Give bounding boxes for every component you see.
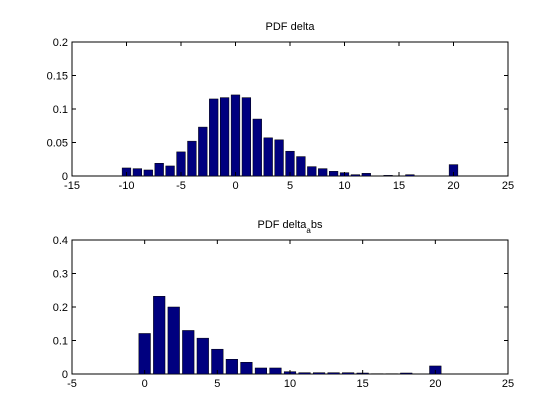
bar-top-x-4 (188, 141, 197, 176)
bar-top-x8 (318, 169, 327, 176)
bar-top-x-9 (133, 169, 142, 176)
bar-top-x6 (297, 157, 306, 176)
bar-top-x4 (275, 140, 284, 176)
subplot-bottom: PDF deltaabs -5 0 5 10 15 20 25 00.10.20.30.4 (53, 219, 514, 390)
bar-top-x-2 (209, 99, 218, 176)
y-tick-label-bottom: 0 (62, 369, 68, 381)
bar-top-x-8 (144, 170, 153, 176)
x-tick-label-bottom: 5 (214, 378, 220, 390)
y-tick-label-top: 0.15 (47, 71, 68, 83)
x-tick-label-top: 15 (393, 180, 405, 192)
subplot-top-title-main: PDF delta (266, 21, 316, 33)
subplot-bottom-axes-box (72, 240, 508, 374)
x-tick-label-bottom: 20 (429, 378, 441, 390)
subplot-bottom-title-main: PDF delta (258, 219, 308, 231)
bar-bottom-x4 (197, 338, 209, 374)
y-tick-label-bottom: 0.1 (53, 336, 68, 348)
bar-top-x14 (384, 175, 393, 176)
y-tick-label-bottom: 0.4 (53, 235, 68, 247)
bar-top-x3 (264, 138, 273, 176)
bar-top-x9 (329, 171, 338, 176)
y-tick-label-top: 0.2 (53, 37, 68, 49)
bar-top-x11 (351, 175, 360, 176)
bar-bottom-x2 (168, 307, 180, 374)
bar-bottom-x1 (153, 296, 165, 374)
x-tick-label-top: 10 (338, 180, 350, 192)
bar-bottom-x6 (226, 359, 238, 374)
bar-top-x16 (406, 175, 415, 176)
bar-bottom-x7 (241, 362, 253, 374)
x-tick-label-top: 20 (447, 180, 459, 192)
x-tick-label-top: -10 (119, 180, 135, 192)
bar-top-x-3 (198, 127, 207, 176)
x-tick-label-bottom: 10 (284, 378, 296, 390)
bar-bottom-x14 (342, 373, 354, 374)
subplot-top: PDF delta -15 -10 -5 0 5 10 15 20 25 00.050.10.1… (47, 21, 515, 192)
subplot-top-title: PDF delta (266, 21, 316, 33)
bar-top-x-7 (155, 163, 164, 176)
x-tick-label-bottom: 25 (502, 378, 514, 390)
x-tick-label-top: -5 (176, 180, 186, 192)
bar-top-x-1 (220, 98, 229, 176)
y-tick-label-bottom: 0.2 (53, 302, 68, 314)
x-tick-label-top: 25 (502, 180, 514, 192)
bar-bottom-x11 (299, 373, 311, 374)
x-tick-label-top: 0 (232, 180, 238, 192)
x-tick-label-top: 5 (287, 180, 293, 192)
bar-bottom-x0 (139, 333, 151, 374)
bar-top-x1 (242, 98, 251, 176)
y-tick-label-bottom: 0.3 (53, 269, 68, 281)
bar-bottom-x13 (328, 373, 340, 374)
x-tick-label-bottom: -5 (67, 378, 77, 390)
bar-bottom-x12 (313, 373, 325, 374)
y-tick-label-top: 0.05 (47, 138, 68, 150)
bar-top-x12 (362, 173, 371, 176)
bar-bottom-x9 (270, 368, 282, 374)
bar-top-x0 (231, 95, 240, 176)
bar-top-x7 (307, 167, 316, 176)
subplot-bottom-title-tail: bs (311, 219, 323, 231)
x-tick-label-bottom: 0 (142, 378, 148, 390)
y-tick-label-top: 0.1 (53, 104, 68, 116)
bar-bottom-x3 (182, 330, 194, 374)
bar-top-x2 (253, 119, 262, 176)
y-tick-label-top: 0 (62, 171, 68, 183)
bar-bottom-x18 (400, 373, 412, 374)
x-tick-label-bottom: 15 (357, 378, 369, 390)
bar-top-x-6 (166, 166, 175, 176)
bar-bottom-x8 (255, 368, 267, 374)
